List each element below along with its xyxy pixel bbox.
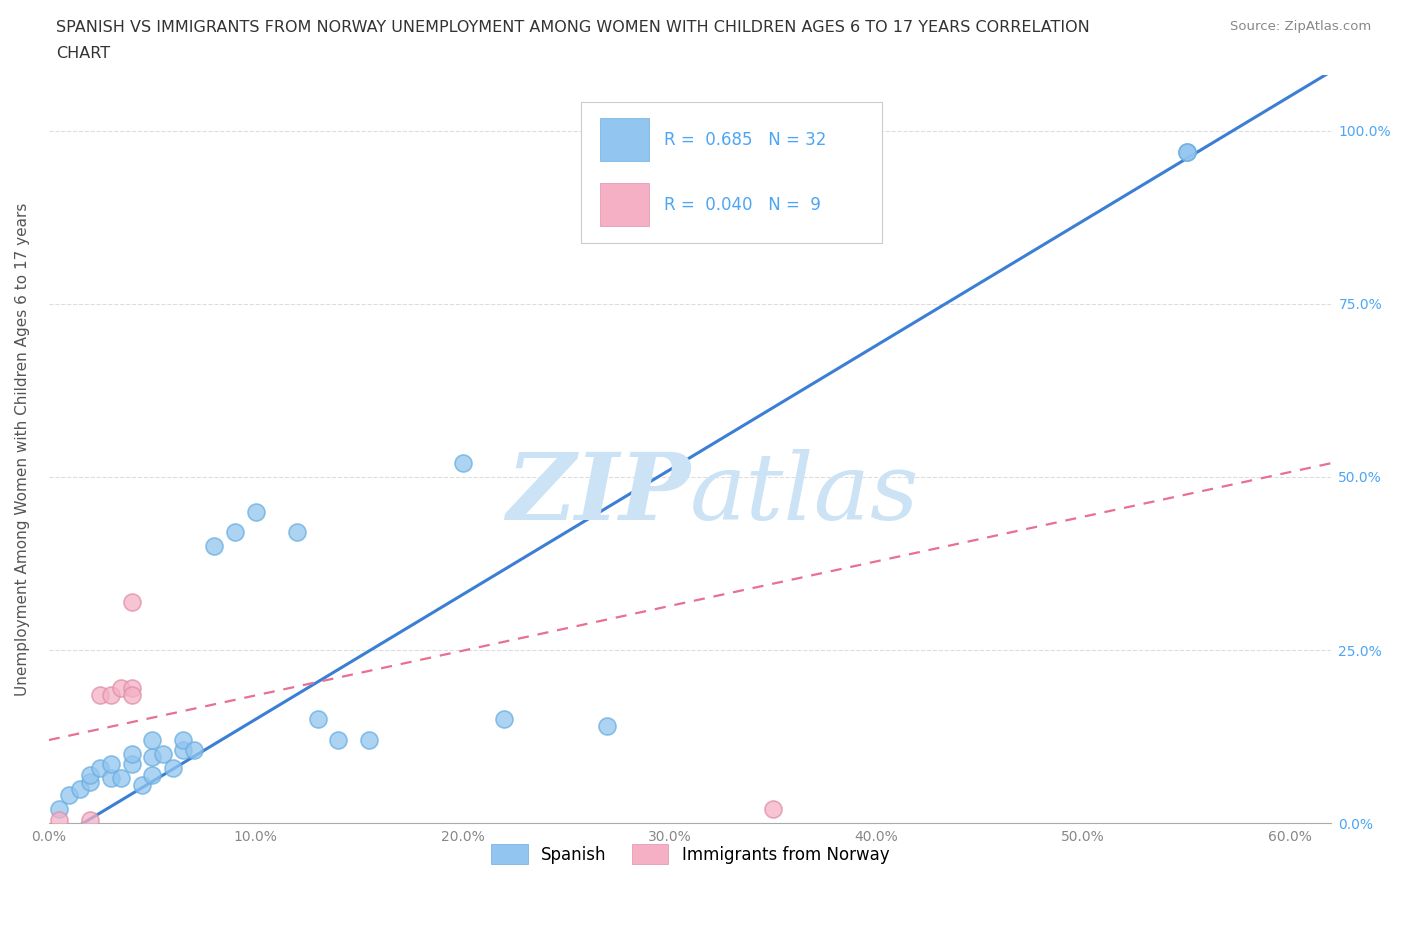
Point bbox=[451, 456, 474, 471]
Point bbox=[245, 504, 267, 519]
Point bbox=[141, 750, 163, 764]
Point bbox=[162, 761, 184, 776]
Point bbox=[48, 812, 70, 827]
Point bbox=[48, 802, 70, 817]
Point bbox=[89, 761, 111, 776]
Point bbox=[79, 774, 101, 789]
Point bbox=[328, 733, 350, 748]
Point bbox=[141, 733, 163, 748]
FancyBboxPatch shape bbox=[581, 101, 883, 243]
Point bbox=[307, 711, 329, 726]
Point bbox=[131, 777, 153, 792]
Point bbox=[69, 781, 91, 796]
Point bbox=[172, 733, 194, 748]
Point bbox=[121, 747, 143, 762]
Point bbox=[141, 767, 163, 782]
FancyBboxPatch shape bbox=[600, 183, 650, 227]
Point bbox=[121, 594, 143, 609]
Point bbox=[100, 757, 122, 772]
Point bbox=[121, 687, 143, 702]
Point bbox=[152, 747, 174, 762]
Legend: Spanish, Immigrants from Norway: Spanish, Immigrants from Norway bbox=[484, 837, 896, 870]
Point bbox=[285, 525, 308, 539]
Point bbox=[58, 788, 80, 803]
Point bbox=[172, 743, 194, 758]
Text: CHART: CHART bbox=[56, 46, 110, 61]
Point bbox=[100, 771, 122, 786]
Point bbox=[121, 757, 143, 772]
Point bbox=[110, 681, 132, 696]
Point bbox=[121, 681, 143, 696]
Point bbox=[1175, 144, 1198, 159]
Point bbox=[110, 771, 132, 786]
Point bbox=[100, 687, 122, 702]
Text: Source: ZipAtlas.com: Source: ZipAtlas.com bbox=[1230, 20, 1371, 33]
Point bbox=[79, 767, 101, 782]
Text: R =  0.040   N =  9: R = 0.040 N = 9 bbox=[665, 196, 821, 214]
Point bbox=[224, 525, 246, 539]
FancyBboxPatch shape bbox=[600, 118, 650, 162]
Text: atlas: atlas bbox=[690, 449, 920, 539]
Point bbox=[89, 687, 111, 702]
Point bbox=[1175, 144, 1198, 159]
Y-axis label: Unemployment Among Women with Children Ages 6 to 17 years: Unemployment Among Women with Children A… bbox=[15, 203, 30, 696]
Text: SPANISH VS IMMIGRANTS FROM NORWAY UNEMPLOYMENT AMONG WOMEN WITH CHILDREN AGES 6 : SPANISH VS IMMIGRANTS FROM NORWAY UNEMPL… bbox=[56, 20, 1090, 35]
Point bbox=[202, 538, 225, 553]
Point bbox=[183, 743, 205, 758]
Point bbox=[492, 711, 515, 726]
Text: ZIP: ZIP bbox=[506, 449, 690, 539]
Point bbox=[359, 733, 381, 748]
Point bbox=[596, 719, 619, 734]
Text: R =  0.685   N = 32: R = 0.685 N = 32 bbox=[665, 131, 827, 149]
Point bbox=[79, 812, 101, 827]
Point bbox=[762, 802, 785, 817]
